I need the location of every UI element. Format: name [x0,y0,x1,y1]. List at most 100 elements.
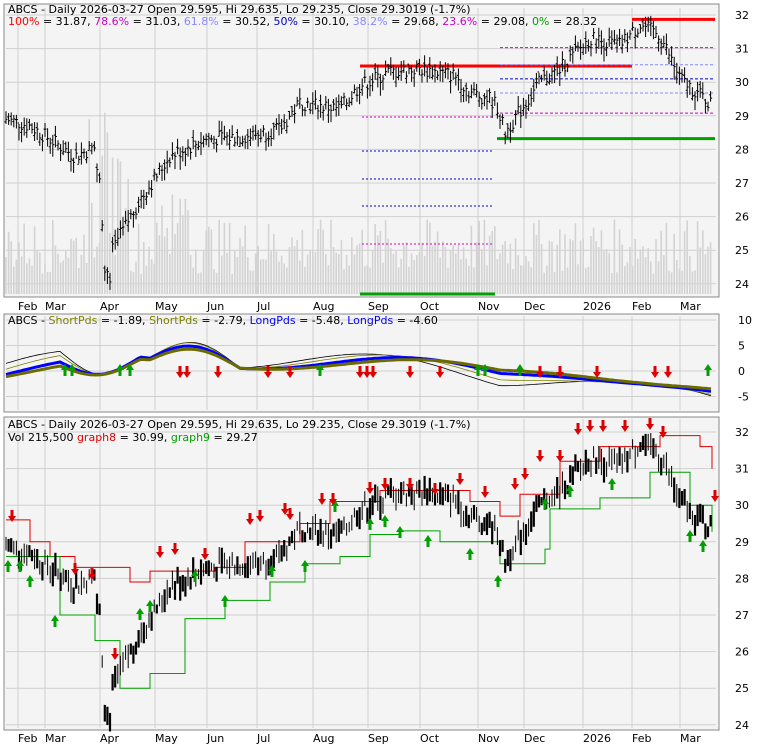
legend-part: = -4.60 [393,314,438,327]
arrow-down [264,366,272,378]
arrow-down [456,473,464,485]
price-y-tick: 28 [735,143,749,156]
fib-legend-pct: 23.6% [442,15,480,28]
arrow-up [466,548,474,560]
arrow-down [556,450,564,462]
axis-labels: 32 31 30 29 28 27 26 25 24 10 5 0 -5 32 31 30 29 28 27 26 25… [18,9,752,745]
arrow-down [183,366,191,378]
arrow-up [191,570,199,582]
legend-part: LongPds [347,314,393,327]
arrow-up [126,364,134,376]
price-x-tick: 2026 [583,300,611,313]
arrow-down [176,366,184,378]
arrow-down [521,468,529,480]
arrow-up [686,530,694,542]
arrow-down [111,648,119,660]
indicator-x-tick: Jun [206,732,224,745]
arrow-up [26,575,34,587]
arrow-down [156,546,164,558]
arrow-up [16,560,24,572]
arrow-down [8,510,16,522]
arrow-up [516,364,524,376]
arrow-down [214,366,222,378]
indicator-y-tick: 30 [735,499,749,512]
indicator-panel [3,416,720,731]
graph8-line [6,435,713,583]
legend-part: = 29.27 [210,431,258,444]
arrow-down [556,366,564,378]
price-x-tick: Oct [420,300,440,313]
arrow-down [646,418,654,430]
indicator-y-tick: 29 [735,536,749,549]
indicator-x-tick: Feb [18,732,37,745]
arrow-down [621,420,629,432]
arrow-down [406,366,414,378]
indicator-y-tick: 27 [735,609,749,622]
price-x-tick: Aug [313,300,334,313]
legend-part: graph8 [77,431,116,444]
indicator-y-tick: 24 [735,719,749,732]
indicator-legend: Vol 215,500 graph8 = 30.99, graph9 = 29.… [8,431,258,444]
legend-part: ShortPds [149,314,198,327]
price-y-tick: 25 [735,244,749,257]
price-ohlc-bars [4,15,713,290]
oscillator-y-tick: 10 [738,314,752,327]
price-y-tick: 29 [735,110,749,123]
indicator-x-tick: Nov [478,732,500,745]
arrow-up [366,518,374,530]
indicator-arrows [4,418,719,660]
fib-legend-pct: 78.6% [94,15,132,28]
fib-legend-pct: 0% [532,15,553,28]
indicator-x-tick: Sep [368,732,389,745]
price-x-tick: Jul [256,300,270,313]
arrow-down [171,543,179,555]
indicator-y-tick: 32 [735,426,749,439]
long-pds-line-2 [5,347,712,391]
arrow-up [474,364,482,376]
oscillator-panel-grid [6,316,716,410]
fib-legend-value: = 31.87, [43,15,94,28]
legend-part: LongPds [250,314,296,327]
arrow-down [201,548,209,560]
arrow-down [286,366,294,378]
arrow-up [61,364,69,376]
price-x-tick: Apr [100,300,120,313]
price-x-tick: Sep [368,300,389,313]
arrow-up [268,565,276,577]
price-x-tick: Nov [478,300,500,313]
arrow-up [494,575,502,587]
indicator-x-tick: Dec [524,732,545,745]
arrow-down [381,478,389,490]
legend-part: graph9 [171,431,210,444]
price-y-tick: 24 [735,278,749,291]
volume-bars [5,112,712,294]
arrow-down [574,423,582,435]
price-x-tick: May [155,300,178,313]
arrow-down [246,513,254,525]
fib-legend-pct: 38.2% [353,15,391,28]
arrow-down [329,493,337,505]
arrow-up [699,540,707,552]
price-panel-title: ABCS - Daily 2026-03-27 Open 29.595, Hi … [8,3,471,16]
arrow-down [356,366,364,378]
oscillator-lines [5,341,712,397]
arrow-down [436,366,444,378]
arrow-up [424,535,432,547]
arrow-up [68,364,76,376]
legend-part: ShortPds [49,314,98,327]
arrow-up [221,595,229,607]
arrow-down [536,366,544,378]
arrow-up [136,608,144,620]
legend-part: = -2.79, [198,314,250,327]
arrow-up [51,615,59,627]
arrow-down [593,366,601,378]
fib-legend-value: = 30.52, [222,15,273,28]
indicator-x-tick: 2026 [583,732,611,745]
arrow-down [651,366,659,378]
legend-part: = 30.99, [116,431,171,444]
oscillator-legend: ABCS - ShortPds = -1.89, ShortPds = -2.7… [8,314,438,327]
indicator-x-tick: Feb [632,732,651,745]
fib-legend-value: = 31.03, [133,15,184,28]
